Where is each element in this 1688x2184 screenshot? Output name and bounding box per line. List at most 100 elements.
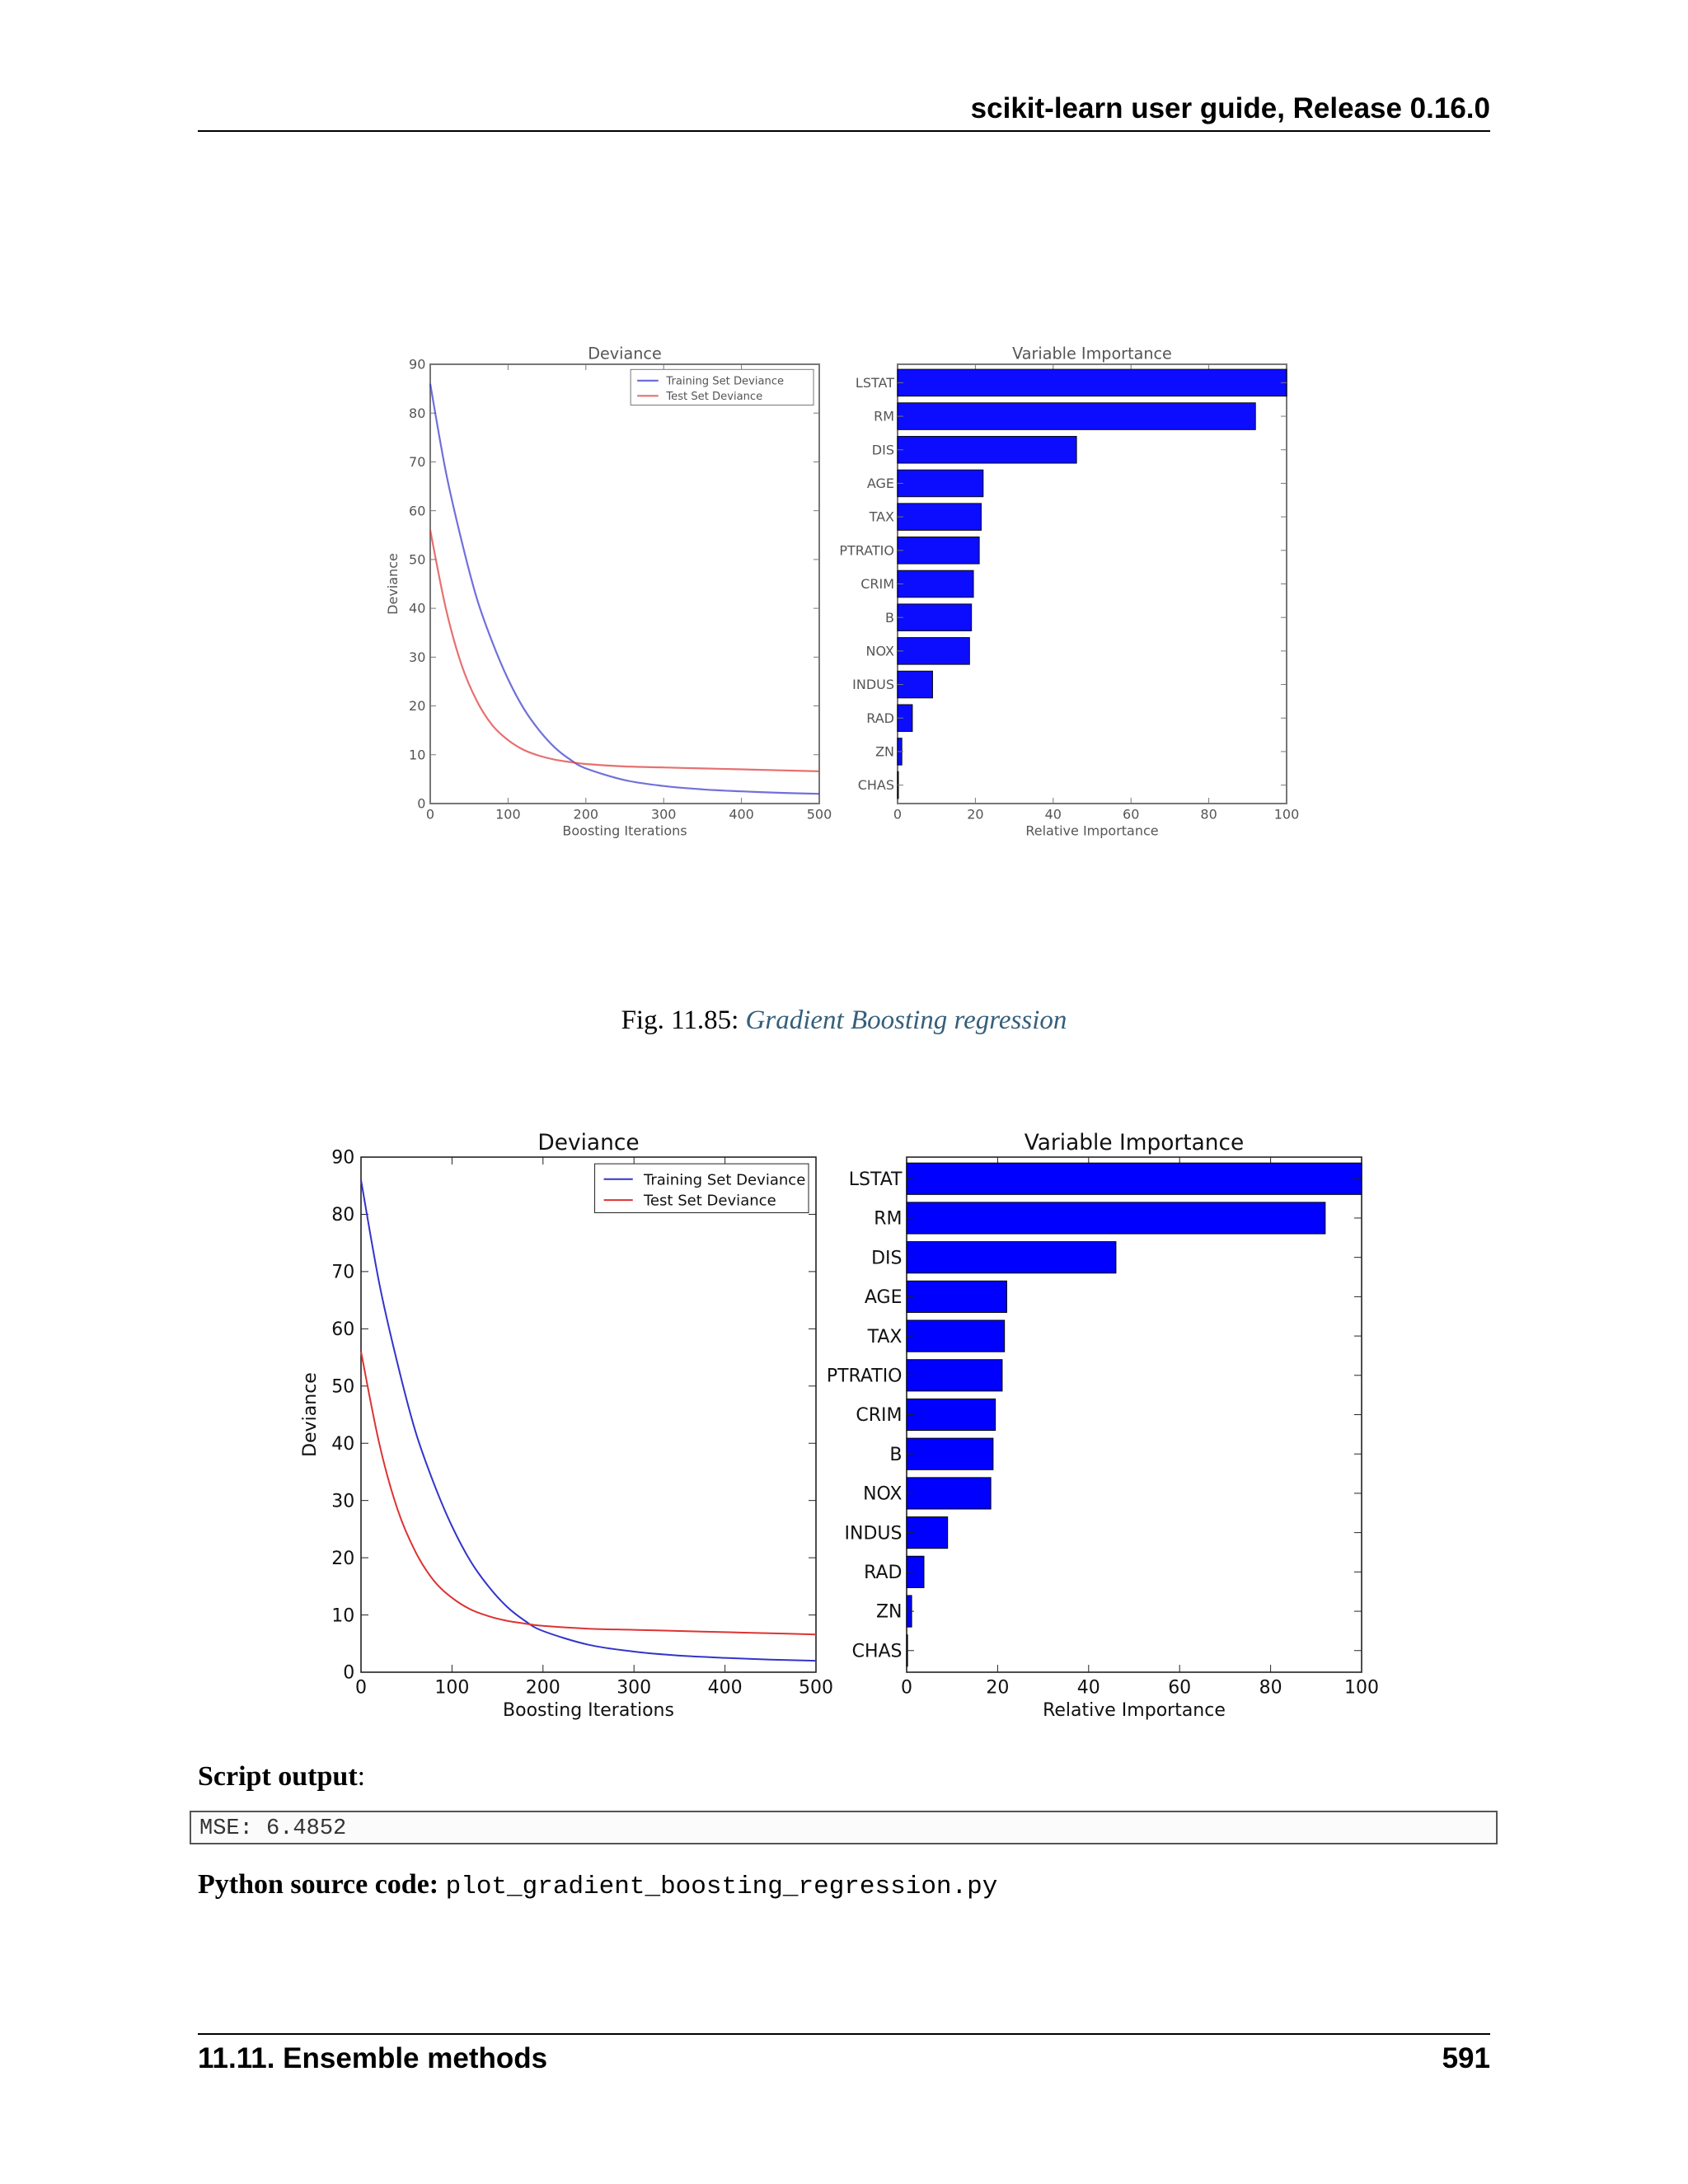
deviance-y-tick-label: 0 — [343, 1663, 354, 1684]
importance-chart-title: Variable Importance — [1025, 1130, 1244, 1155]
deviance-x-tick-label: 200 — [526, 1677, 560, 1698]
training-deviance-line — [429, 383, 820, 795]
figure-caption-link[interactable]: Gradient Boosting regression — [745, 1005, 1067, 1035]
importance-category-label: CHAS — [852, 1641, 903, 1661]
deviance-x-tick-label: 500 — [799, 1677, 833, 1698]
script-output-colon: : — [357, 1761, 366, 1792]
deviance-chart-title: Deviance — [588, 344, 662, 363]
deviance-y-tick-label: 40 — [331, 1434, 354, 1455]
source-code-line: Python source code: plot_gradient_boosti… — [198, 1869, 997, 1901]
importance-bar-age — [897, 469, 984, 498]
importance-category-label: NOX — [866, 643, 895, 658]
importance-bar-crim — [897, 569, 974, 598]
importance-x-tick-label: 60 — [1168, 1677, 1191, 1698]
importance-x-tick-label: 0 — [901, 1677, 912, 1698]
importance-bar-nox — [897, 637, 970, 665]
importance-category-label: ZN — [876, 1602, 903, 1623]
importance-bar-crim — [906, 1398, 996, 1432]
footer-section-title: 11.11. Ensemble methods — [198, 2042, 548, 2074]
importance-category-label: LSTAT — [856, 375, 894, 391]
importance-category-label: PTRATIO — [839, 542, 894, 558]
training-deviance-line — [360, 1179, 817, 1662]
importance-category-label: RM — [874, 409, 894, 424]
importance-bar-dis — [897, 435, 1077, 464]
importance-bar-tax — [906, 1319, 1006, 1352]
importance-category-label: PTRATIO — [827, 1366, 903, 1386]
deviance-x-tick-label: 200 — [574, 806, 599, 822]
importance-x-tick-label: 80 — [1200, 806, 1217, 822]
importance-category-label: INDUS — [845, 1523, 903, 1544]
source-code-link[interactable]: plot_gradient_boosting_regression.py — [445, 1872, 998, 1901]
deviance-y-tick-label: 60 — [409, 503, 425, 518]
importance-bar-b — [906, 1437, 994, 1470]
page-number: 591 — [1442, 2042, 1490, 2074]
script-output-label: Script output — [198, 1761, 358, 1792]
importance-category-label: ZN — [875, 744, 894, 760]
deviance-y-tick-label: 60 — [331, 1319, 354, 1340]
importance-chart-title: Variable Importance — [1012, 344, 1172, 363]
deviance-x-tick-label: 0 — [426, 806, 434, 822]
importance-bar-rm — [906, 1202, 1326, 1235]
running-header-title: scikit-learn user guide, Release 0.16.0 — [970, 92, 1490, 124]
importance-category-label: B — [885, 610, 894, 626]
importance-category-label: LSTAT — [849, 1169, 903, 1190]
importance-bar-tax — [897, 503, 982, 531]
deviance-plot-area — [360, 1156, 817, 1673]
script-output-heading: Script output: — [198, 1761, 365, 1793]
importance-bar-nox — [906, 1477, 992, 1510]
deviance-y-axis-label: Deviance — [300, 1372, 321, 1457]
deviance-legend — [630, 368, 814, 405]
importance-category-label: CHAS — [858, 777, 894, 793]
importance-category-label: INDUS — [852, 677, 894, 692]
importance-category-label: CRIM — [860, 576, 894, 592]
importance-category-label: RAD — [864, 1563, 902, 1583]
importance-category-label: CRIM — [856, 1405, 902, 1426]
importance-bar-lstat — [897, 368, 1287, 397]
deviance-y-tick-label: 20 — [331, 1549, 354, 1569]
figure-caption-label: Fig. 11.85: — [621, 1005, 746, 1035]
deviance-x-tick-label: 400 — [729, 806, 754, 822]
importance-x-tick-label: 40 — [1045, 806, 1062, 822]
importance-category-label: NOX — [863, 1484, 902, 1505]
deviance-x-tick-label: 300 — [617, 1677, 651, 1698]
figure-caption: Fig. 11.85: Gradient Boosting regression — [0, 1005, 1688, 1036]
importance-bar-indus — [897, 670, 933, 699]
importance-bar-rm — [897, 402, 1256, 430]
importance-category-label: TAX — [867, 1327, 903, 1347]
importance-x-tick-label: 60 — [1123, 806, 1139, 822]
importance-bar-b — [897, 603, 973, 631]
deviance-y-tick-label: 20 — [409, 698, 425, 714]
deviance-y-tick-label: 10 — [409, 747, 425, 762]
deviance-y-axis-label: Deviance — [385, 553, 401, 615]
importance-category-label: RM — [874, 1209, 902, 1230]
importance-x-tick-label: 100 — [1274, 806, 1300, 822]
importance-bar-dis — [906, 1241, 1117, 1274]
script-output-box: MSE: 6.4852 — [190, 1811, 1498, 1844]
deviance-y-tick-label: 80 — [331, 1205, 354, 1226]
deviance-y-tick-label: 10 — [331, 1605, 354, 1626]
importance-bar-lstat — [906, 1162, 1362, 1195]
deviance-legend — [594, 1163, 809, 1213]
deviance-x-tick-label: 400 — [708, 1677, 743, 1698]
importance-category-label: AGE — [865, 1287, 903, 1308]
importance-x-axis-label: Relative Importance — [1025, 823, 1158, 838]
deviance-y-tick-label: 70 — [331, 1263, 354, 1283]
importance-bar-indus — [906, 1516, 949, 1549]
source-code-label: Python source code: — [198, 1869, 439, 1900]
deviance-y-tick-label: 40 — [409, 601, 425, 616]
figure-high-res: 0 100 200 300 400 5000102030405060708090Devia… — [300, 1130, 1379, 1721]
figure-low-res: 0 100 200 300 400 5000102030405060708090Devia… — [385, 344, 1299, 839]
deviance-y-tick-label: 0 — [417, 796, 425, 812]
deviance-x-axis-label: Boosting Iterations — [503, 1700, 674, 1721]
deviance-y-tick-label: 30 — [331, 1491, 354, 1511]
importance-bar-ptratio — [897, 537, 980, 565]
test-deviance-line — [429, 530, 820, 772]
importance-bar-age — [906, 1280, 1007, 1313]
legend-test-label: Test Set Deviance — [665, 391, 762, 403]
importance-x-axis-label: Relative Importance — [1043, 1700, 1226, 1721]
deviance-x-tick-label: 100 — [495, 806, 521, 822]
header-rule — [198, 130, 1490, 132]
deviance-y-tick-label: 30 — [409, 649, 425, 665]
importance-x-tick-label: 20 — [967, 806, 983, 822]
